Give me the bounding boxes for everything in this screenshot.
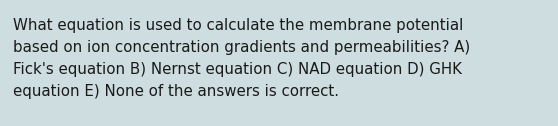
Text: Fick's equation B) Nernst equation C) NAD equation D) GHK: Fick's equation B) Nernst equation C) NA… (13, 62, 462, 77)
Text: equation E) None of the answers is correct.: equation E) None of the answers is corre… (13, 84, 339, 99)
Text: What equation is used to calculate the membrane potential: What equation is used to calculate the m… (13, 18, 463, 33)
Text: based on ion concentration gradients and permeabilities? A): based on ion concentration gradients and… (13, 40, 470, 55)
